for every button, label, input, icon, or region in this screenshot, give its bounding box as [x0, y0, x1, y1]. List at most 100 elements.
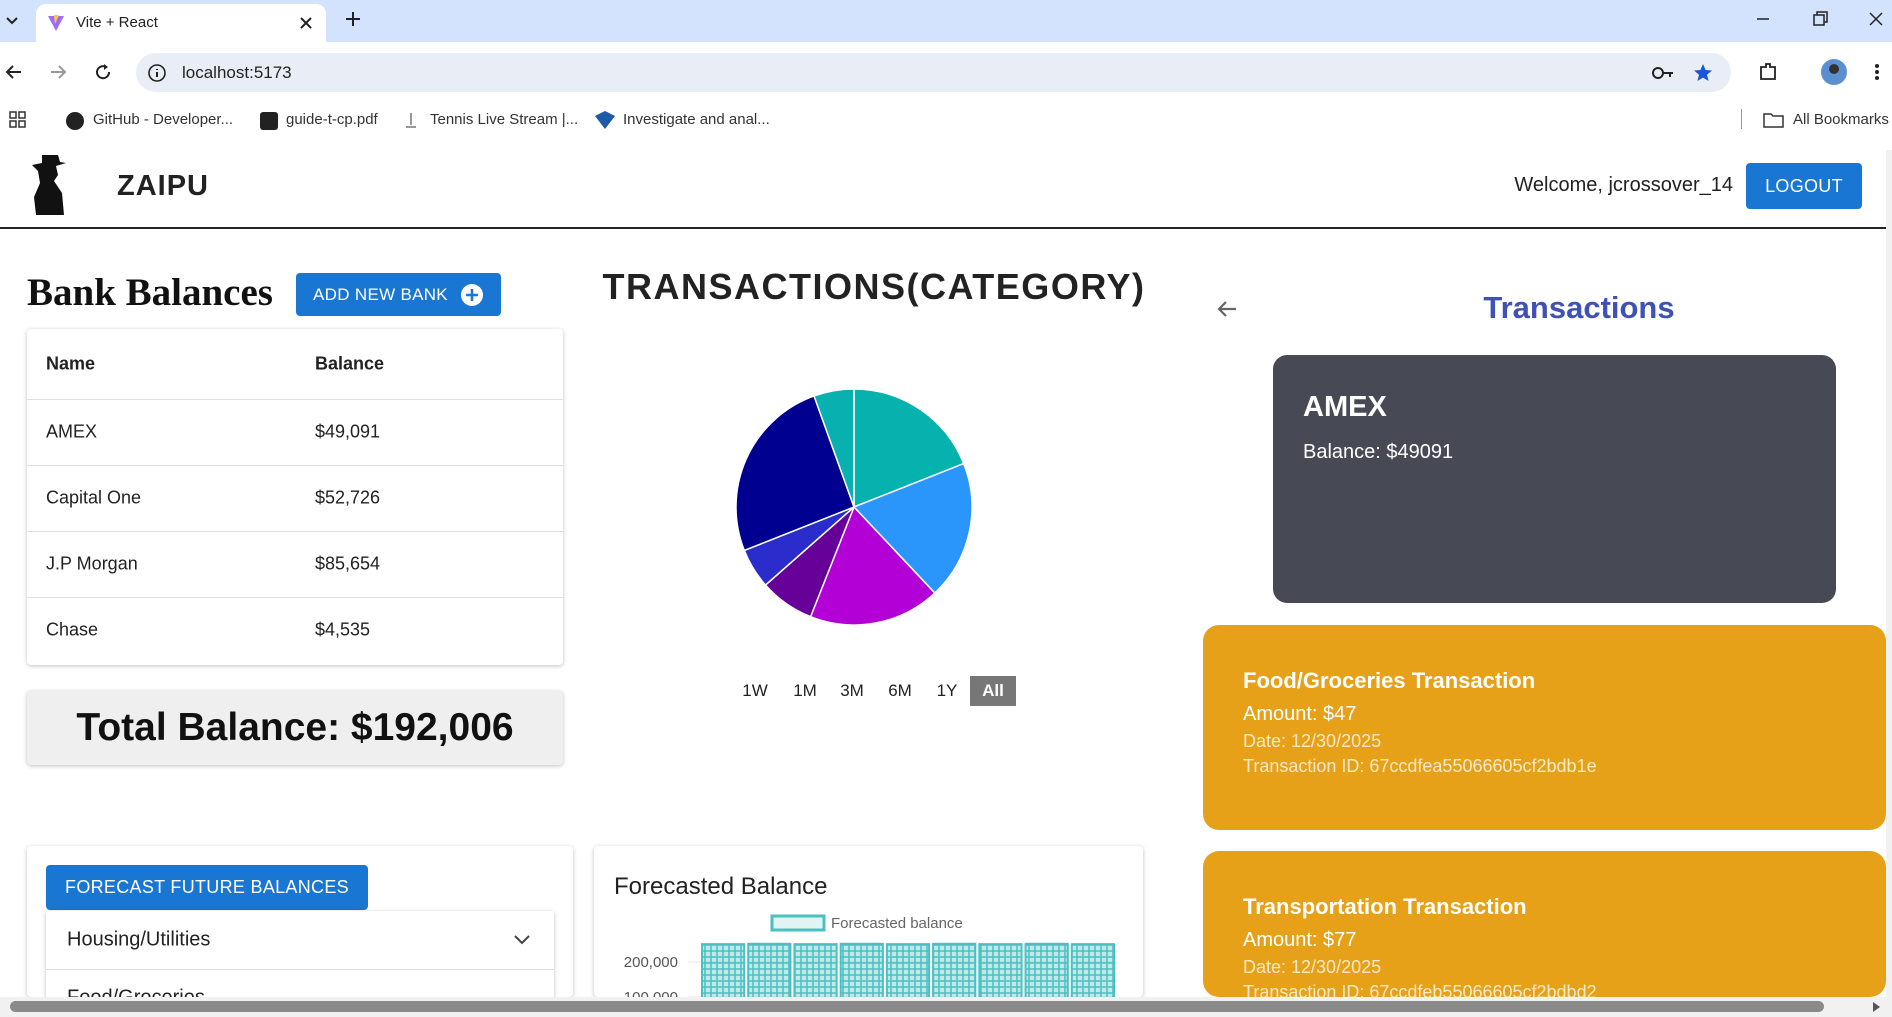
- transaction-title: Transportation Transaction: [1243, 894, 1527, 919]
- table-row: J.P Morgan $85,654: [27, 531, 563, 598]
- extensions[interactable]: [1757, 61, 1779, 83]
- transaction-amount: Amount: $77: [1243, 929, 1357, 951]
- pdf-icon: [260, 112, 278, 130]
- transaction-id: Transaction ID: 67ccdfeb55066605cf2bdbd2: [1243, 982, 1597, 997]
- pie-slice: [852, 462, 973, 595]
- reload[interactable]: [93, 62, 113, 82]
- transaction-date: Date: 12/30/2025: [1243, 731, 1382, 751]
- table-cell: $4,535: [315, 619, 371, 640]
- table-row: AMEX $49,091: [27, 399, 563, 466]
- forecast-button[interactable]: FORECAST FUTURE BALANCES: [46, 865, 368, 910]
- table-cell: AMEX: [46, 421, 98, 442]
- column-header: Name: [46, 353, 96, 374]
- investigate-icon: [595, 111, 615, 129]
- pie-slice: [735, 395, 855, 552]
- toolbar: localhost:5173: [0, 42, 1892, 103]
- table-cell: $52,726: [315, 487, 381, 508]
- chart-title: Forecasted Balance: [614, 873, 827, 900]
- range-button[interactable]: 1M: [793, 681, 817, 700]
- brand: ZAIPU: [117, 170, 209, 202]
- expand-icon: [514, 935, 530, 945]
- table-cell: Chase: [46, 619, 99, 640]
- table-cell: $49,091: [315, 421, 381, 442]
- url: localhost:5173: [182, 63, 292, 82]
- apps[interactable]: [9, 111, 27, 129]
- minimize[interactable]: [1754, 10, 1772, 28]
- profile[interactable]: [1820, 58, 1848, 86]
- category-title: TRANSACTIONS(CATEGORY): [602, 266, 1146, 307]
- pie-slice: [809, 505, 936, 626]
- table-cell: J.P Morgan: [46, 553, 138, 574]
- close-window[interactable]: [1867, 10, 1885, 28]
- transaction-amount: Amount: $47: [1243, 703, 1357, 725]
- table-row: Chase $4,535: [27, 597, 563, 663]
- range-button[interactable]: 1W: [742, 681, 768, 700]
- bookmark[interactable]: Tennis Live Stream |...: [430, 111, 579, 128]
- transaction-card: Food/Groceries Transaction Amount: $47 Dat…: [1203, 625, 1886, 830]
- bar: [701, 943, 746, 997]
- folder-icon: [1763, 113, 1784, 128]
- separator: [1741, 109, 1742, 129]
- tab-menu[interactable]: [4, 12, 20, 28]
- accordion-label: Housing/Utilities: [67, 928, 211, 951]
- bar: [747, 942, 792, 997]
- back-arrow[interactable]: [1215, 297, 1239, 321]
- bar: [793, 943, 838, 997]
- range-button[interactable]: 3M: [840, 681, 864, 700]
- bar: [978, 943, 1023, 997]
- horizontal-scrollbar: [0, 997, 1892, 1017]
- welcome: Welcome, jcrossover_14: [1514, 174, 1733, 196]
- site-info[interactable]: [147, 63, 167, 83]
- bookmark[interactable]: Investigate and anal...: [623, 111, 770, 128]
- vertical-scrollbar: [1886, 150, 1892, 997]
- column-header: Balance: [315, 353, 385, 374]
- pie-chart: [735, 388, 973, 626]
- forecast-panel: FORECAST FUTURE BALANCES Housing/Utiliti…: [27, 846, 573, 997]
- range-button[interactable]: 6M: [888, 681, 912, 700]
- table-header: Name Balance: [27, 329, 563, 400]
- bar: [839, 942, 884, 997]
- tennis-icon: [406, 113, 416, 128]
- range-button[interactable]: All: [970, 676, 1016, 706]
- table-cell: Capital One: [46, 487, 142, 508]
- transaction-title: Food/Groceries Transaction: [1243, 668, 1536, 693]
- tab-close[interactable]: [298, 15, 314, 31]
- bookmark[interactable]: GitHub - Developer...: [93, 111, 234, 128]
- tab[interactable]: Vite + React: [36, 4, 326, 42]
- add-bank-button[interactable]: ADD NEW BANK: [296, 273, 501, 316]
- bar: [1024, 942, 1069, 997]
- back[interactable]: [4, 62, 24, 82]
- bar: [1070, 943, 1115, 997]
- scrollbar-thumb[interactable]: [10, 1001, 1824, 1012]
- bar: [885, 943, 931, 997]
- legend-swatch: [770, 914, 826, 932]
- github-icon: [66, 112, 84, 130]
- forward[interactable]: [48, 62, 68, 82]
- table-row: Capital One $52,726: [27, 465, 563, 532]
- table-cell: $85,654: [315, 553, 381, 574]
- transaction-card: Transportation Transaction Amount: $77 Dat…: [1203, 851, 1886, 997]
- menu[interactable]: [1872, 62, 1882, 82]
- bookmark-star[interactable]: [1692, 62, 1714, 84]
- bar: [932, 942, 977, 997]
- address-bar[interactable]: localhost:5173: [136, 53, 1731, 92]
- bank-balances-title: Bank Balances: [27, 271, 273, 314]
- favicon: [48, 15, 64, 31]
- range-button[interactable]: 1Y: [936, 681, 958, 700]
- bookmark[interactable]: guide-t-cp.pdf: [286, 111, 378, 128]
- transaction-id: Transaction ID: 67ccdfea55066605cf2bdb1e: [1243, 756, 1597, 776]
- logout-button[interactable]: LOGOUT: [1746, 163, 1862, 209]
- logo: [32, 155, 66, 215]
- password-key[interactable]: [1651, 63, 1675, 83]
- restore[interactable]: [1811, 10, 1829, 28]
- new-tab[interactable]: [344, 10, 362, 28]
- scroll-right[interactable]: [1870, 1001, 1882, 1013]
- accordion-item[interactable]: Housing/Utilities: [46, 911, 554, 970]
- all-bookmarks[interactable]: All Bookmarks: [1793, 111, 1889, 128]
- y-tick-label: 200,000: [624, 954, 678, 971]
- accordion-item[interactable]: Food/Groceries: [46, 969, 554, 998]
- account-name: AMEX: [1303, 391, 1387, 423]
- transaction-date: Date: 12/30/2025: [1243, 957, 1382, 977]
